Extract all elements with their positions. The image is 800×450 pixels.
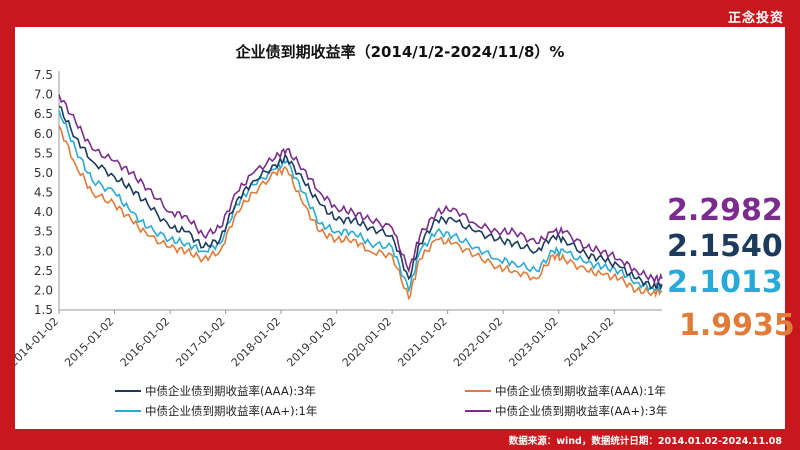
legend-label: 中债企业债到期收益率(AA+):3年 xyxy=(495,404,668,418)
end-label-aaa-1y: 1.9935 xyxy=(679,308,795,343)
x-tick-label: 2015-01-02 xyxy=(62,315,116,369)
x-tick-label: 2022-01-02 xyxy=(451,315,505,369)
chart-title: 企业债到期收益率（2014/1/2-2024/11/8）% xyxy=(235,43,565,61)
legend-item-aaa-3y: 中债企业债到期收益率(AAA):3年 xyxy=(115,383,316,399)
end-label-aaplus-3y: 2.2982 xyxy=(667,193,783,228)
brand-logo-text: 正念投资 xyxy=(727,11,784,26)
x-tick-label: 2021-01-02 xyxy=(395,315,449,369)
legend-swatch xyxy=(465,410,491,412)
legend-label: 中债企业债到期收益率(AAA):3年 xyxy=(145,384,316,398)
legend-label: 中债企业债到期收益率(AA+):1年 xyxy=(145,404,318,418)
legend-swatch xyxy=(115,410,141,412)
chart-panel: 企业债到期收益率（2014/1/2-2024/11/8）% 1.5 2.0 2.5 3… xyxy=(15,27,795,429)
x-tick-label: 2024-01-02 xyxy=(562,315,616,369)
end-label-aaplus-1y: 2.1013 xyxy=(667,265,783,300)
x-tick-label: 2019-01-02 xyxy=(284,315,338,369)
y-tick-label: 7.5 xyxy=(34,68,53,82)
line-chart: 1.5 2.0 2.5 3.0 3.5 4.0 4.5 5.0 5.5 6.0 6.5 7.0 7.5 2… xyxy=(15,68,663,369)
y-tick-label: 6.5 xyxy=(34,107,53,121)
y-tick-label: 4.5 xyxy=(34,186,53,200)
legend-item-aaa-1y: 中债企业债到期收益率(AAA):1年 xyxy=(465,383,666,399)
legend-label: 中债企业债到期收益率(AAA):1年 xyxy=(495,384,666,398)
x-tick-label: 2017-01-02 xyxy=(173,315,227,369)
x-tick-label: 2016-01-02 xyxy=(118,315,172,369)
y-tick-label: 5.0 xyxy=(34,166,53,180)
x-tick-label: 2018-01-02 xyxy=(229,315,283,369)
end-label-aaa-3y: 2.1540 xyxy=(667,229,783,264)
y-tick-label: 7.0 xyxy=(34,88,53,102)
y-tick-label: 5.5 xyxy=(34,146,53,160)
series-line-0 xyxy=(58,105,663,291)
x-tick-label: 2014-01-02 xyxy=(15,315,61,369)
data-source-note: 数据来源：wind，数据统计日期：2014.01.02-2024.11.08 xyxy=(508,436,782,447)
y-tick-label: 3.0 xyxy=(34,244,53,258)
y-tick-label: 3.5 xyxy=(34,225,53,239)
y-tick-label: 2.0 xyxy=(34,283,53,297)
series-line-3 xyxy=(58,94,663,285)
series-line-2 xyxy=(58,110,663,294)
series-line-1 xyxy=(58,125,663,301)
legend-item-aaplus-1y: 中债企业债到期收益率(AA+):1年 xyxy=(115,403,317,419)
x-tick-label: 2023-01-02 xyxy=(506,315,560,369)
legend-swatch xyxy=(115,390,141,392)
y-tick-label: 1.5 xyxy=(34,303,53,317)
y-tick-label: 4.0 xyxy=(34,205,53,219)
x-tick-label: 2020-01-02 xyxy=(340,315,394,369)
y-tick-label: 2.5 xyxy=(34,264,53,278)
legend-swatch xyxy=(465,390,491,392)
legend-item-aaplus-3y: 中债企业债到期收益率(AA+):3年 xyxy=(465,403,667,419)
y-tick-label: 6.0 xyxy=(34,127,53,141)
